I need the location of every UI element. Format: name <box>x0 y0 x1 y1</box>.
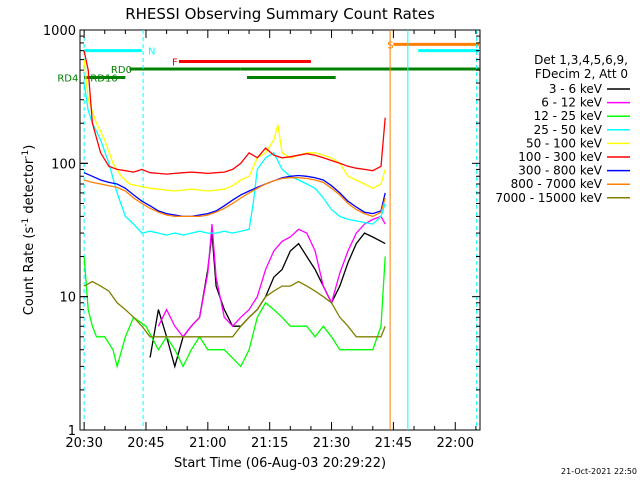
series-line <box>149 232 386 369</box>
legend-entry-label: 6 - 12 keV <box>541 96 603 110</box>
series-line <box>83 83 386 236</box>
y-tick-label: 100 <box>51 157 76 172</box>
x-axis-label: Start Time (06-Aug-03 20:29:22) <box>174 456 386 471</box>
x-tick-label: 20:45 <box>127 436 164 451</box>
y-axis-label: Count Rate (s-1 detector-1) <box>21 145 37 316</box>
x-tick-label: 21:45 <box>375 436 412 451</box>
series-line <box>83 280 386 338</box>
x-tick-label: 21:15 <box>251 436 288 451</box>
series-line <box>83 177 386 218</box>
flag-bar-label: RD16 <box>90 74 117 85</box>
legend-header: Det 1,3,4,5,6,9, <box>534 53 628 67</box>
series-line <box>157 215 386 338</box>
timestamp: 21-Oct-2021 22:50 <box>561 467 637 476</box>
x-tick-label: 21:30 <box>313 436 350 451</box>
chart-title: RHESSI Observing Summary Count Rates <box>125 5 435 23</box>
legend-entry-label: 25 - 50 keV <box>534 123 603 137</box>
x-tick-label: 20:30 <box>65 436 102 451</box>
flag-bar-label: RD0 <box>111 65 132 76</box>
flag-bar-label: N <box>148 47 155 58</box>
legend-entry-label: 800 - 7000 keV <box>511 177 603 191</box>
series-line <box>83 256 386 369</box>
legend-entry-label: 300 - 800 keV <box>518 164 602 178</box>
flag-bars: NFSRD0RD4RD16 <box>57 40 480 85</box>
y-tick-label: 1 <box>68 424 76 439</box>
x-tick-label: 22:00 <box>437 436 474 451</box>
y-tick-label: 10 <box>59 291 76 306</box>
plot-frame <box>79 29 481 431</box>
series-line <box>83 172 386 218</box>
legend-entry-label: 12 - 25 keV <box>534 109 603 123</box>
y-tick-label: 1000 <box>43 24 76 39</box>
legend: Det 1,3,4,5,6,9,FDecim 2, Att 03 - 6 keV… <box>495 53 630 205</box>
flag-bar-label: F <box>172 58 178 69</box>
legend-header: FDecim 2, Att 0 <box>535 67 628 81</box>
series-line <box>83 50 386 175</box>
legend-entry-label: 3 - 6 keV <box>549 82 603 96</box>
axes: 1 10 100 1000 20:30 20:45 21:00 21:15 21:30 21:45… <box>43 24 480 451</box>
series-lines <box>83 50 386 369</box>
legend-entry-label: 7000 - 15000 keV <box>495 191 602 205</box>
flag-bar-label: RD4 <box>57 74 78 85</box>
x-tick-label: 21:00 <box>189 436 226 451</box>
series-line <box>83 59 386 192</box>
legend-entry-label: 100 - 300 keV <box>518 150 602 164</box>
legend-entry-label: 50 - 100 keV <box>526 136 603 150</box>
vertical-markers <box>83 30 478 430</box>
